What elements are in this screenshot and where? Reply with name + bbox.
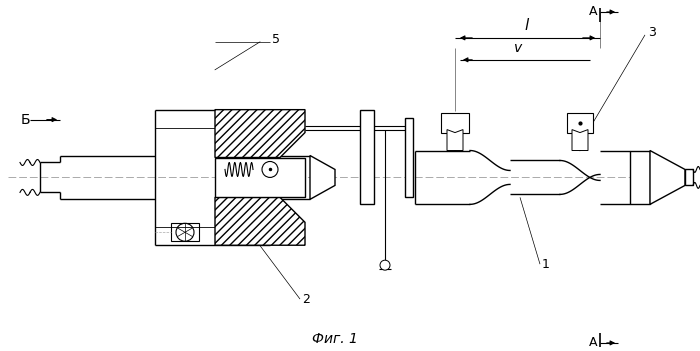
Text: A: A [589,336,597,349]
Circle shape [380,260,390,270]
Text: Фиг. 1: Фиг. 1 [312,332,358,346]
Bar [567,113,593,133]
Polygon shape [215,197,305,245]
Bar [215,158,305,197]
Bar [405,118,413,197]
Text: A: A [589,6,597,19]
Text: Б: Б [20,113,30,127]
Polygon shape [310,155,335,199]
Bar [171,223,199,241]
Text: v: v [514,41,522,55]
Circle shape [262,161,278,178]
Text: 1: 1 [542,258,550,271]
Bar [630,151,650,204]
Polygon shape [447,130,463,151]
Bar [441,113,469,133]
Text: 2: 2 [302,292,310,306]
Polygon shape [650,151,685,204]
Text: 5: 5 [272,33,280,46]
Polygon shape [215,110,305,158]
Text: l: l [525,18,529,33]
Bar [360,110,374,204]
Text: 3: 3 [648,26,656,39]
Polygon shape [572,130,588,151]
Bar [685,170,693,185]
